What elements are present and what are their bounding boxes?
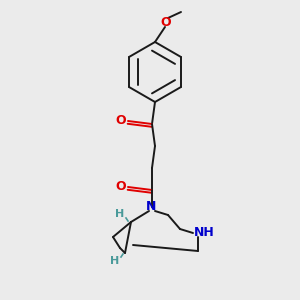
Text: H: H: [110, 256, 120, 266]
Text: NH: NH: [194, 226, 214, 238]
Text: O: O: [116, 181, 126, 194]
Text: N: N: [146, 200, 156, 212]
Text: H: H: [116, 209, 124, 219]
Text: O: O: [116, 115, 126, 128]
Text: O: O: [161, 16, 171, 28]
